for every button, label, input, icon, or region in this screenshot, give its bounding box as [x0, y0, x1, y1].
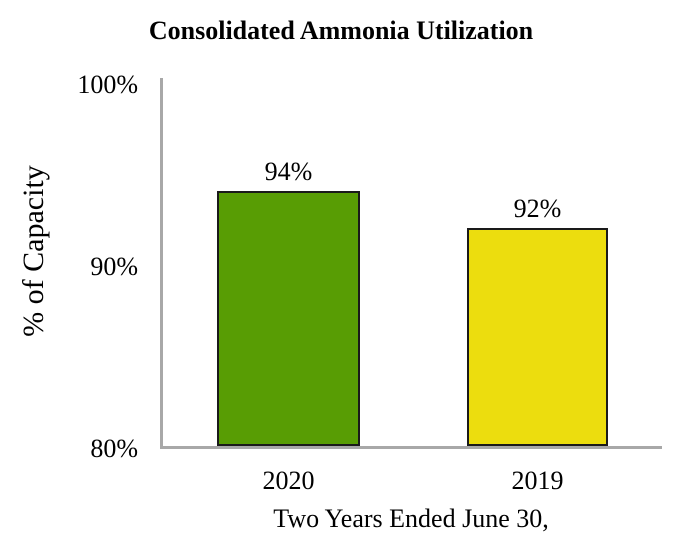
x-axis-title: Two Years Ended June 30,: [273, 504, 549, 533]
y-tick-label-80: 80%: [90, 434, 138, 463]
chart-title: Consolidated Ammonia Utilization: [148, 16, 534, 45]
y-axis-title: % of Capacity: [17, 165, 50, 337]
bar-value-label-2020: 94%: [264, 157, 313, 187]
y-tick-label-90: 90%: [90, 252, 138, 281]
bar-value-label-2019: 92%: [513, 193, 562, 223]
plot-area: [160, 78, 662, 449]
bar-2019: [467, 227, 608, 446]
x-tick-label-2020: 2020: [262, 466, 315, 495]
y-tick-label-100: 100%: [77, 70, 138, 99]
x-tick-label-2019: 2019: [511, 466, 564, 495]
bar-2020: [217, 191, 360, 446]
